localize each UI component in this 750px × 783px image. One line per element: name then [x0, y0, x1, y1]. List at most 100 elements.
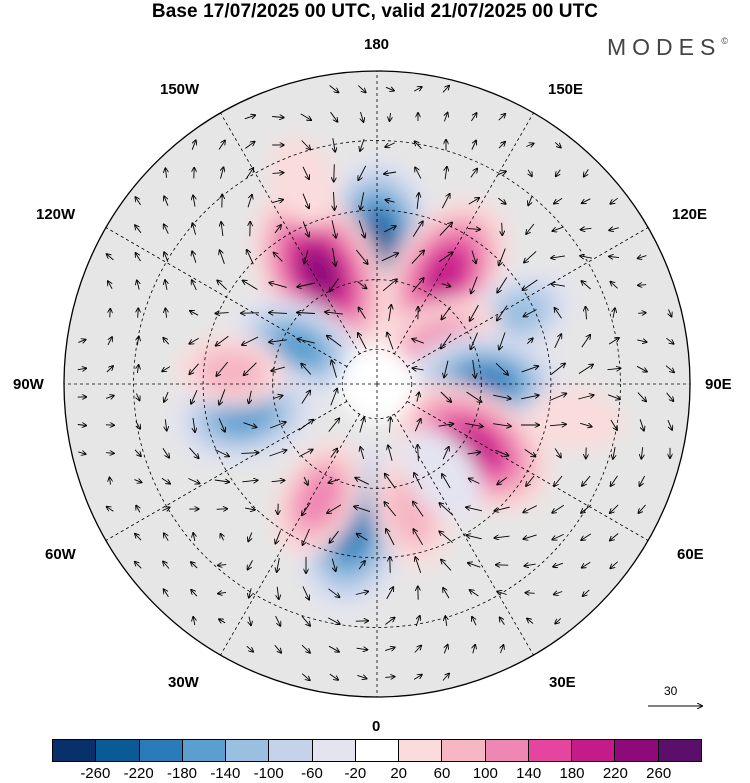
wind-arrow	[330, 111, 338, 122]
map-boundary	[63, 70, 691, 698]
wind-arrow	[549, 424, 566, 425]
wind-arrow	[304, 250, 309, 264]
colorbar-segment	[53, 740, 97, 761]
wind-arrow	[247, 195, 252, 208]
wind-arrow	[413, 368, 424, 370]
colorbar-tick-label: -140	[210, 765, 241, 782]
wind-arrow	[667, 419, 672, 430]
wind-arrow	[466, 535, 482, 540]
wind-arrow	[442, 474, 451, 489]
wind-arrow	[413, 675, 422, 680]
wind-arrow	[441, 284, 451, 287]
wind-arrow	[301, 615, 310, 626]
wind-arrow	[355, 249, 367, 264]
colorbar-segment	[182, 740, 227, 761]
wind-arrow	[471, 332, 478, 350]
wind-arrow	[301, 644, 310, 653]
wind-arrow	[162, 448, 169, 457]
wind-arrow	[138, 308, 139, 318]
wind-arrow	[551, 256, 565, 258]
wind-arrow	[219, 389, 226, 404]
wind-arrow	[247, 250, 254, 265]
wind-arrow	[221, 167, 224, 179]
wind-arrow	[581, 504, 592, 513]
colorbar-tick-label: -100	[253, 765, 284, 782]
wind-arrow	[638, 313, 646, 314]
wind-arrow	[385, 474, 396, 489]
wind-arrow	[275, 530, 282, 543]
wind-arrow	[164, 589, 169, 598]
wind-arrow	[610, 419, 617, 430]
wind-arrow	[355, 592, 368, 595]
wind-arrow	[470, 169, 477, 178]
wind-arrow	[107, 507, 114, 512]
wind-arrow	[526, 475, 535, 486]
wind-arrow	[442, 674, 449, 681]
wind-arrow	[471, 276, 478, 294]
wind-arrow	[553, 563, 564, 567]
wind-arrow	[386, 587, 394, 600]
wind-arrow	[192, 223, 195, 235]
wind-arrow	[360, 192, 365, 209]
colorbar-segment	[485, 740, 529, 761]
wind-arrow	[271, 366, 285, 371]
colorbar-segment	[312, 740, 356, 761]
wind-arrow	[274, 225, 281, 234]
wind-arrow	[270, 422, 286, 429]
wind-arrow	[301, 673, 310, 681]
lon-label-120e: 120E	[672, 206, 708, 223]
colorbar-segment	[572, 740, 616, 761]
wind-arrow	[386, 529, 395, 546]
wind-arrow	[411, 278, 423, 293]
wind-arrow	[193, 195, 195, 207]
wind-arrow	[385, 618, 394, 625]
wind-arrow	[77, 368, 86, 369]
colorbar-tick-label: -220	[123, 765, 154, 782]
wind-arrow	[638, 285, 647, 286]
wind-arrow	[554, 448, 561, 458]
wind-arrow	[581, 281, 591, 290]
wind-arrow	[191, 562, 198, 569]
parallel-circle	[341, 348, 413, 420]
wind-arrow	[638, 504, 646, 513]
wind-arrow	[274, 644, 281, 653]
wind-arrow	[163, 562, 170, 569]
wind-arrow	[495, 449, 509, 455]
wind-arrow	[297, 282, 315, 287]
wind-arrow	[272, 200, 283, 203]
wind-arrow	[136, 393, 139, 401]
wind-arrow	[637, 340, 646, 342]
wind-arrow	[106, 453, 114, 454]
wind-arrow	[412, 339, 424, 344]
wind-arrow	[471, 113, 476, 122]
wind-arrow	[417, 193, 419, 209]
anomaly-contour	[269, 135, 337, 228]
colorbar	[52, 739, 702, 762]
wind-arrow	[521, 395, 539, 400]
wind-arrow	[302, 166, 309, 179]
colorbar-tick-label: 220	[602, 765, 628, 782]
wind-arrow	[164, 224, 169, 234]
wind-arrow	[638, 256, 647, 259]
wind-arrow	[472, 617, 477, 626]
wind-arrow	[578, 364, 593, 374]
wind-arrow	[582, 561, 591, 567]
wind-arrow	[442, 86, 449, 93]
wind-arrow	[498, 142, 505, 149]
wind-arrow	[214, 480, 229, 482]
wind-arrow	[193, 417, 195, 432]
wind-arrow	[163, 338, 170, 345]
wind-arrow	[388, 445, 393, 461]
reference-vector-label: 30	[664, 684, 678, 698]
wind-arrow	[466, 391, 482, 402]
wind-arrow	[473, 645, 475, 654]
wind-arrow	[218, 141, 225, 150]
wind-arrow	[161, 477, 170, 483]
wind-arrow	[555, 308, 562, 319]
wind-arrow	[445, 167, 447, 180]
wind-arrow	[271, 480, 285, 481]
wind-arrow	[578, 395, 593, 400]
wind-arrow	[494, 506, 510, 511]
wind-arrow	[164, 391, 169, 402]
wind-arrow	[608, 338, 619, 345]
